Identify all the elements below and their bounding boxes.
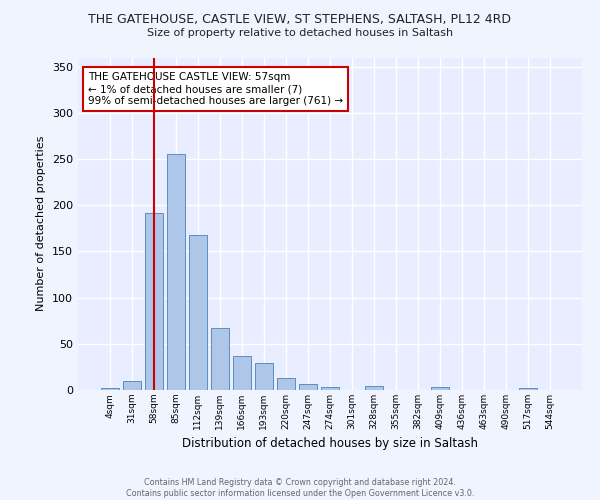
Bar [299, 384, 317, 390]
Bar [520, 388, 537, 390]
Text: THE GATEHOUSE, CASTLE VIEW, ST STEPHENS, SALTASH, PL12 4RD: THE GATEHOUSE, CASTLE VIEW, ST STEPHENS,… [89, 12, 511, 26]
Bar [189, 235, 206, 390]
Bar [167, 154, 185, 390]
Bar [101, 388, 119, 390]
Y-axis label: Number of detached properties: Number of detached properties [37, 136, 46, 312]
Bar [233, 356, 251, 390]
Bar [431, 387, 449, 390]
Text: Contains HM Land Registry data © Crown copyright and database right 2024.
Contai: Contains HM Land Registry data © Crown c… [126, 478, 474, 498]
Bar [255, 363, 273, 390]
Bar [321, 387, 339, 390]
Bar [277, 378, 295, 390]
Bar [123, 381, 140, 390]
Text: THE GATEHOUSE CASTLE VIEW: 57sqm
← 1% of detached houses are smaller (7)
99% of : THE GATEHOUSE CASTLE VIEW: 57sqm ← 1% of… [88, 72, 343, 106]
Bar [365, 386, 383, 390]
Text: Size of property relative to detached houses in Saltash: Size of property relative to detached ho… [147, 28, 453, 38]
X-axis label: Distribution of detached houses by size in Saltash: Distribution of detached houses by size … [182, 438, 478, 450]
Bar [145, 212, 163, 390]
Bar [211, 328, 229, 390]
